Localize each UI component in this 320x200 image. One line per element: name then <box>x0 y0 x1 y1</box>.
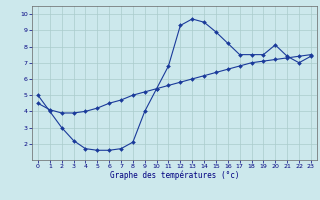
X-axis label: Graphe des températures (°c): Graphe des températures (°c) <box>110 171 239 180</box>
